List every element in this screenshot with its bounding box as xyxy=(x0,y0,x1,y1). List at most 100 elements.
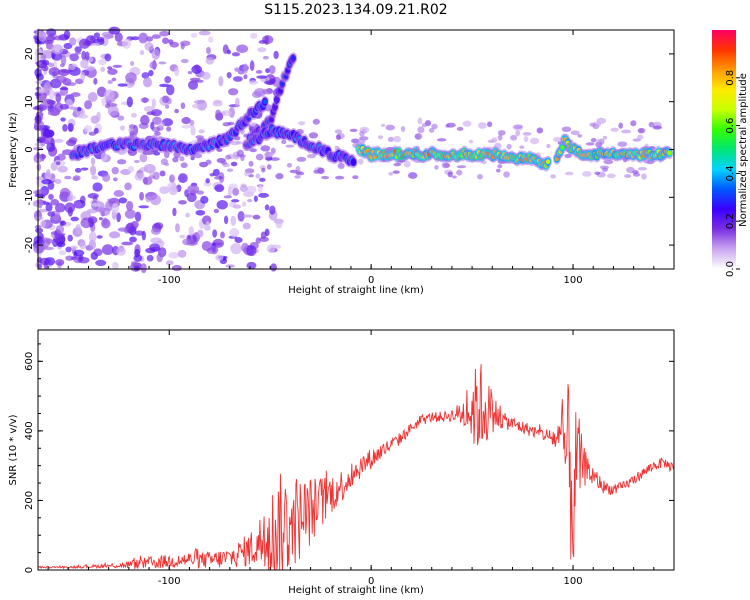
spectrogram-noise-blob xyxy=(255,237,261,244)
spectrogram-noise-blob xyxy=(164,104,170,109)
spectrogram-noise-blob xyxy=(63,29,71,40)
spectrogram-noise-blob xyxy=(67,234,73,242)
spectrogram-noise-blob xyxy=(222,122,231,127)
spectrogram-noise-blob xyxy=(256,75,268,79)
spectrogram-noise-blob xyxy=(177,249,187,258)
spectrogram-noise-blob xyxy=(180,42,185,50)
spectrogram-noise-blob xyxy=(598,138,605,145)
spectrogram-noise-blob xyxy=(546,143,551,149)
spectrogram-noise-blob xyxy=(252,214,261,220)
spectrogram-noise-blob xyxy=(48,193,54,200)
spectrogram-noise-blob xyxy=(264,80,275,85)
spectrogram-noise-blob xyxy=(35,91,47,102)
spectrogram-noise-blob xyxy=(477,122,487,129)
spectrogram-noise-blob xyxy=(637,167,648,171)
spectrogram-noise-blob xyxy=(260,145,271,152)
spectrogram-noise-blob xyxy=(164,75,172,84)
spectrogram-noise-blob xyxy=(148,169,155,176)
spectrogram-noise-blob xyxy=(133,254,143,262)
spectrogram-track-core xyxy=(351,159,356,165)
spectrogram-noise-blob xyxy=(337,162,345,170)
colorbar-tick-label: 0.6 xyxy=(725,118,736,134)
spectrogram-noise-blob xyxy=(237,210,245,222)
spectrogram-noise-blob xyxy=(400,125,406,133)
spectrogram-noise-blob xyxy=(42,59,50,66)
spectrogram-noise-blob xyxy=(230,199,240,203)
spectrogram-noise-blob xyxy=(69,53,79,62)
spectrogram-noise-blob xyxy=(48,67,60,77)
spectrogram-noise-blob xyxy=(393,135,401,143)
spectrogram-noise-blob xyxy=(91,175,99,180)
spectrogram-noise-blob xyxy=(101,97,107,107)
spectrogram-noise-blob xyxy=(261,88,274,95)
spectrogram-noise-blob xyxy=(275,173,284,180)
spectrogram-noise-blob xyxy=(111,261,119,270)
spectrogram-noise-blob xyxy=(205,159,212,165)
spectrogram-noise-blob xyxy=(96,235,103,239)
spectrogram-noise-blob xyxy=(617,141,628,147)
spectrogram-noise-blob xyxy=(57,153,66,161)
spectrogram-noise-blob xyxy=(111,203,120,214)
spectrogram-noise-blob xyxy=(246,261,257,270)
spectrogram-noise-blob xyxy=(107,102,118,107)
spectrogram-noise-blob xyxy=(88,208,95,214)
spectrogram-track-core xyxy=(667,150,672,156)
spectrogram-noise-blob xyxy=(641,173,647,180)
spectrogram-noise-blob xyxy=(264,204,270,211)
spectrogram-noise-blob xyxy=(594,171,601,176)
spectrogram-track-core xyxy=(560,145,565,150)
spectrogram-noise-blob xyxy=(243,63,249,74)
spectrogram-noise-blob xyxy=(140,263,147,274)
spectrogram-noise-blob xyxy=(236,44,249,53)
spectrogram-noise-blob xyxy=(264,35,270,46)
spectrogram-noise-blob xyxy=(180,58,189,64)
spectrogram-noise-blob xyxy=(248,160,254,167)
spectrogram-noise-blob xyxy=(335,175,345,180)
spectrogram-noise-blob xyxy=(90,43,100,47)
spectrogram-noise-blob xyxy=(621,129,632,134)
spectrogram-noise-blob xyxy=(226,71,232,79)
spectrogram-track-core xyxy=(280,81,285,87)
spectrogram-noise-blob xyxy=(258,40,267,44)
spectrogram-noise-blob xyxy=(221,110,232,116)
spectrogram-noise-blob xyxy=(253,195,258,202)
spectrogram-noise-blob xyxy=(436,138,447,142)
spectrogram-noise-blob xyxy=(62,123,68,132)
spectrogram-noise-blob xyxy=(101,244,114,256)
spectrogram-noise-blob xyxy=(69,245,79,250)
spectrogram-noise-blob xyxy=(54,138,64,143)
spectrogram-noise-blob xyxy=(45,203,53,212)
spectrogram-noise-blob xyxy=(201,71,211,80)
spectrogram-noise-blob xyxy=(281,139,287,145)
spectrogram-noise-blob xyxy=(55,161,61,166)
spectrogram-noise-blob xyxy=(203,181,212,187)
spectrogram-y-tick-label: 20 xyxy=(24,48,35,61)
spectrogram-noise-blob xyxy=(385,124,395,131)
spectrogram-noise-blob xyxy=(154,131,161,136)
spectrogram-y-tick-label: 10 xyxy=(24,95,35,108)
spectrogram-noise-blob xyxy=(121,241,134,246)
spectrogram-noise-blob xyxy=(131,36,140,41)
spectrogram-noise-blob xyxy=(205,57,215,65)
spectrogram-noise-blob xyxy=(512,125,519,130)
spectrogram-noise-blob xyxy=(503,171,510,178)
spectrogram-noise-blob xyxy=(286,162,293,168)
spectrogram-noise-blob xyxy=(169,41,180,48)
spectrogram-noise-blob xyxy=(55,225,65,234)
spectrogram-noise-blob xyxy=(60,69,71,74)
spectrogram-noise-blob xyxy=(126,96,133,108)
spectrogram-noise-blob xyxy=(497,164,503,169)
spectrogram-noise-blob xyxy=(530,137,540,145)
spectrogram-noise-blob xyxy=(46,142,56,152)
spectrogram-noise-blob xyxy=(139,191,145,201)
spectrogram-noise-blob xyxy=(35,227,44,234)
spectrogram-noise-blob xyxy=(215,109,222,119)
spectrogram-noise-blob xyxy=(117,159,127,165)
spectrogram-noise-blob xyxy=(213,208,220,214)
spectrogram-track-core xyxy=(262,99,268,105)
spectrogram-noise-blob xyxy=(95,259,107,267)
spectrogram-noise-blob xyxy=(186,192,197,203)
spectrogram-noise-blob xyxy=(294,175,301,179)
spectrogram-noise-blob xyxy=(159,83,170,88)
spectrogram-noise-blob xyxy=(114,32,123,43)
